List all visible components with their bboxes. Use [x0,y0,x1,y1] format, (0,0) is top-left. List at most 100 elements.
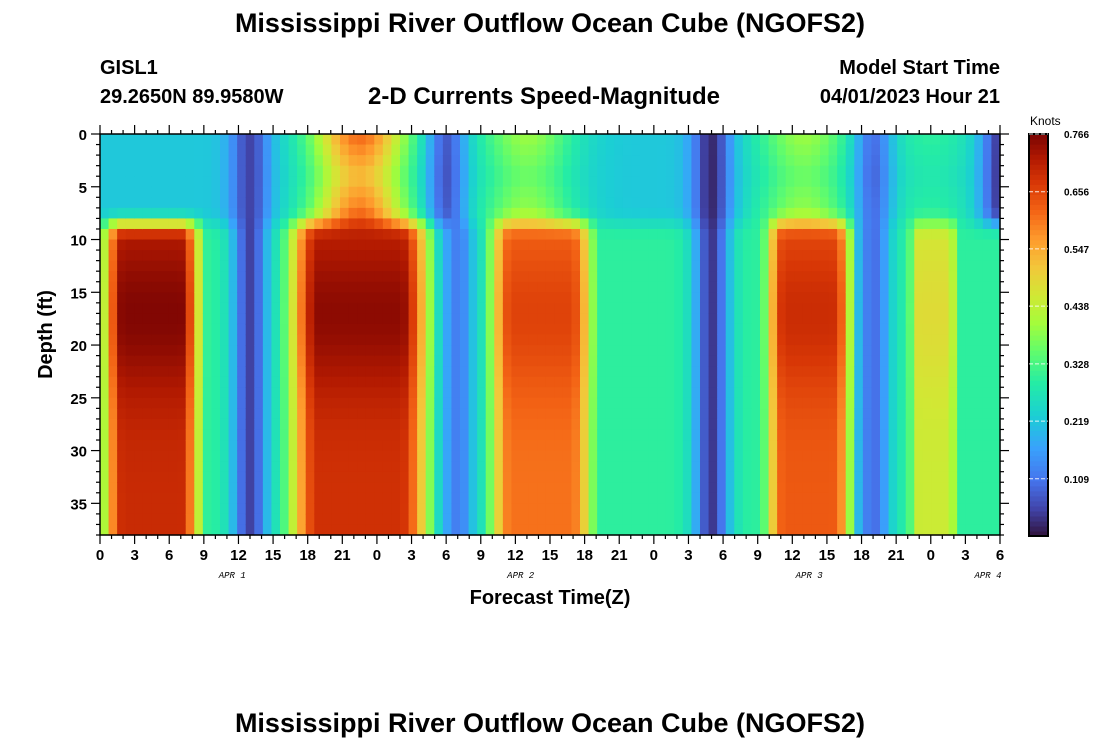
heatmap-cell [460,524,470,536]
heatmap-cell [811,524,821,536]
heatmap-cell [922,513,933,526]
heatmap-cell [905,165,915,177]
heatmap-cell [811,250,821,262]
heatmap-cell [888,218,898,230]
heatmap-cell [451,524,461,536]
heatmap-cell [700,207,710,220]
heatmap-cell [245,503,255,515]
heatmap-cell [451,323,461,336]
heatmap-cell [982,429,993,441]
heatmap-cell [194,345,204,357]
heatmap-cell [682,334,693,346]
heatmap-cell [554,165,564,177]
heatmap-cell [254,313,264,325]
heatmap-cell [708,429,718,441]
heatmap-cell [597,281,607,293]
heatmap-cell [785,323,795,336]
heatmap-cell [794,292,804,304]
heatmap-cell [305,334,315,346]
heatmap-cell [597,387,607,399]
heatmap-cell [262,218,273,230]
heatmap-cell [991,228,1001,241]
heatmap-cell [605,355,615,367]
heatmap-cell [802,345,813,357]
heatmap-cell [648,186,658,198]
heatmap-cell [862,482,873,494]
heatmap-cell [597,492,607,504]
heatmap-cell [665,144,675,156]
heatmap-cell [640,461,650,473]
heatmap-cell [957,281,967,293]
heatmap-cell [502,271,513,283]
heatmap-cell [382,176,393,188]
heatmap-cell [391,186,401,198]
heatmap-cell [108,355,118,367]
heatmap-cell [477,165,487,177]
heatmap-cell [160,440,170,452]
heatmap-cell [931,292,941,304]
heatmap-cell [751,524,761,536]
heatmap-cell [914,440,924,452]
heatmap-cell [940,408,950,420]
heatmap-cell [974,250,984,262]
heatmap-cell [365,461,375,473]
heatmap-cell [245,207,255,220]
heatmap-cell [700,334,710,346]
heatmap-cell [331,345,341,357]
heatmap-cell [211,376,221,388]
heatmap-cell [108,228,118,241]
heatmap-cell [460,144,470,156]
x-tick-label: 9 [477,547,485,564]
heatmap-cell [202,387,213,399]
heatmap-cell [425,134,435,146]
heatmap-cell [674,144,684,156]
heatmap-cell [280,197,290,209]
heatmap-cell [845,260,855,272]
heatmap-cell [974,292,984,304]
heatmap-cell [528,281,538,293]
heatmap-cell [160,165,170,177]
heatmap-cell [254,440,264,452]
heatmap-cell [117,197,127,209]
heatmap-cell [734,250,744,262]
heatmap-cell [220,218,230,230]
heatmap-cell [211,513,221,526]
heatmap-cell [708,218,718,230]
heatmap-cell [957,323,967,336]
heatmap-cell [451,482,461,494]
heatmap-cell [760,408,770,420]
heatmap-cell [862,524,873,536]
heatmap-cell [331,376,341,388]
heatmap-cell [168,513,178,526]
heatmap-cell [802,302,813,314]
heatmap-cell [211,134,221,146]
heatmap-cell [460,482,470,494]
heatmap-cell [665,281,675,293]
heatmap-cell [374,323,384,336]
heatmap-cell [502,155,513,167]
heatmap-cell [614,492,624,504]
heatmap-cell [682,155,693,167]
heatmap-cell [802,197,813,209]
heatmap-cell [854,408,864,420]
heatmap-cell [682,482,693,494]
heatmap-cell [751,334,761,346]
heatmap-cell [631,323,641,336]
heatmap-cell [537,134,547,146]
heatmap-cell [425,176,435,188]
x-tick-label: 9 [200,547,208,564]
heatmap-cell [571,144,581,156]
heatmap-cell [580,207,590,220]
heatmap-cell [322,228,333,241]
heatmap-cell [597,429,607,441]
heatmap-cell [674,471,684,483]
heatmap-cell [142,376,153,388]
heatmap-cell [837,387,847,399]
colorbar-tick-label: 0.766 [1064,130,1089,141]
heatmap-cell [614,503,624,515]
heatmap-cell [374,260,384,272]
heatmap-cell [691,144,701,156]
heatmap-cell [442,450,453,462]
heatmap-cell [597,482,607,494]
heatmap-cell [374,186,384,198]
